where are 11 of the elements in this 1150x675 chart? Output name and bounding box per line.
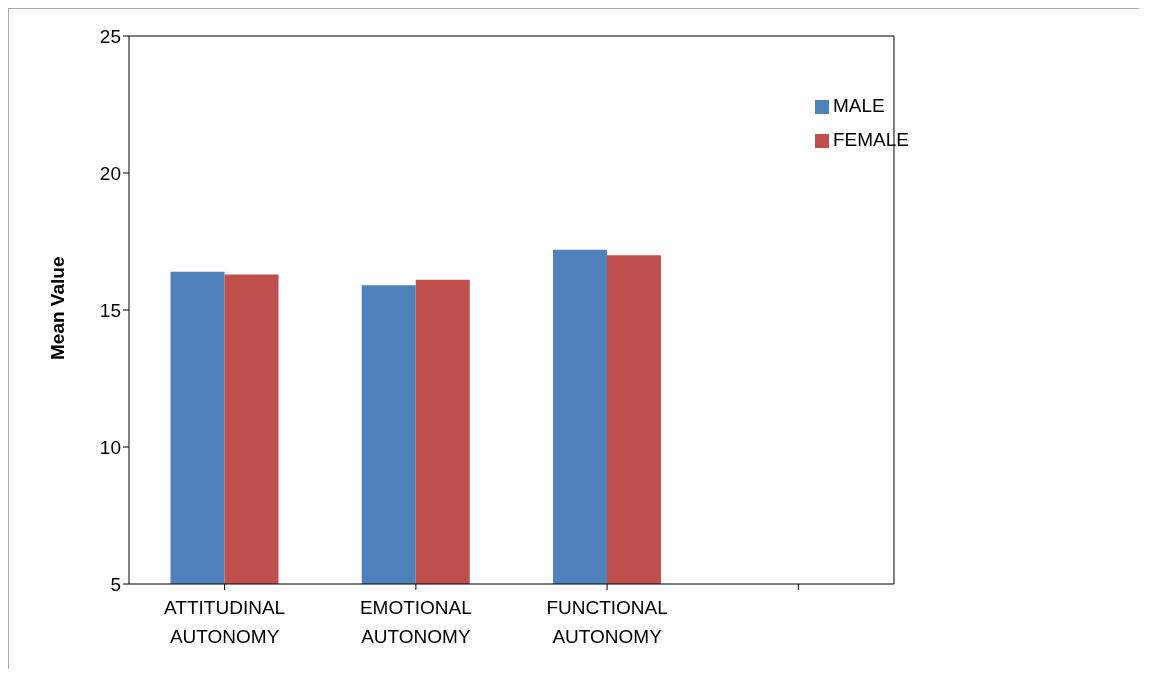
x-tick-label: FUNCTIONAL AUTONOMY [546,597,668,647]
legend-label: FEMALE [832,129,909,150]
y-axis-title: Mean Value [46,256,68,360]
x-tick-label: EMOTIONAL AUTONOMY [359,597,472,647]
y-tick-label: 15 [99,299,121,321]
y-tick-label: 5 [110,573,121,595]
y-tick-label: 10 [99,436,121,458]
y-tick-label: 25 [99,25,121,47]
x-tick-label: ATTITUDINAL AUTONOMY [164,597,286,647]
y-tick-label: 20 [99,162,121,184]
legend-label: MALE [832,95,885,116]
